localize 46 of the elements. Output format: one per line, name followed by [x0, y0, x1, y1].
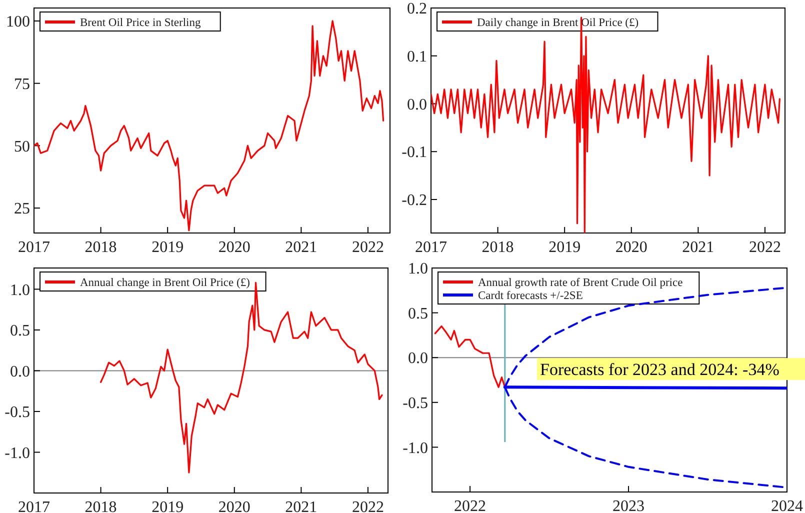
legend-label: Annual change in Brent Oil Price (£)	[80, 277, 250, 290]
y-tick-label: -1.0	[4, 444, 30, 462]
annotation: Forecasts for 2023 and 2024: -34%	[540, 360, 780, 380]
x-tick-label: 2021	[285, 499, 318, 513]
y-tick-label: 0.1	[407, 48, 427, 66]
y-tick-label: 0.5	[408, 305, 428, 322]
y-tick-label: 100	[6, 14, 30, 31]
y-tick-label: -1.0	[402, 440, 428, 457]
legend-label: Cardt forecasts +/-2SE	[478, 290, 583, 302]
y-tick-label: -0.2	[402, 192, 427, 210]
y-tick-label: 0.2	[407, 0, 427, 18]
x-tick-label: 2023	[612, 498, 645, 513]
y-tick-label: 1.0	[10, 282, 30, 299]
legend-label: Daily change in Brent Oil Price (£)	[477, 17, 639, 30]
y-tick-label: -0.5	[4, 404, 30, 422]
x-tick-label: 2018	[84, 499, 117, 513]
x-tick-label: 2020	[218, 499, 250, 513]
y-tick-label: 50	[14, 138, 30, 156]
x-tick-label: 2020	[615, 239, 648, 256]
x-tick-label: 2017	[18, 239, 50, 256]
y-tick-label: 0.0	[408, 350, 428, 368]
x-tick-label: 2019	[152, 239, 184, 256]
legend-label: Brent Oil Price in Sterling	[80, 17, 201, 30]
y-tick-label: -0.1	[402, 144, 427, 162]
x-tick-label: 2021	[682, 239, 714, 256]
x-tick-label: 2022	[352, 499, 384, 513]
y-tick-label: 75	[14, 76, 30, 93]
x-tick-label: 2017	[18, 499, 50, 513]
legend-label: Annual growth rate of Brent Crude Oil price	[478, 277, 683, 290]
x-tick-label: 2019	[152, 499, 184, 513]
x-tick-label: 2018	[84, 239, 117, 256]
x-tick-label: 2020	[218, 239, 250, 256]
y-tick-label: 1.0	[408, 260, 428, 278]
x-tick-label: 2019	[548, 239, 581, 256]
x-tick-label: 2022	[748, 239, 781, 256]
x-tick-label: 2017	[415, 239, 447, 256]
x-tick-label: 2022	[352, 239, 384, 256]
y-tick-label: 0.0	[10, 363, 30, 380]
x-tick-label: 2018	[482, 239, 514, 256]
x-tick-label: 2024	[771, 498, 803, 513]
y-tick-label: 0.5	[10, 322, 30, 340]
x-tick-label: 2021	[285, 239, 318, 256]
x-tick-label: 2022	[454, 498, 486, 513]
y-tick-label: 0.0	[407, 96, 427, 114]
y-tick-label: -0.5	[402, 395, 428, 412]
y-tick-label: 25	[14, 200, 30, 218]
